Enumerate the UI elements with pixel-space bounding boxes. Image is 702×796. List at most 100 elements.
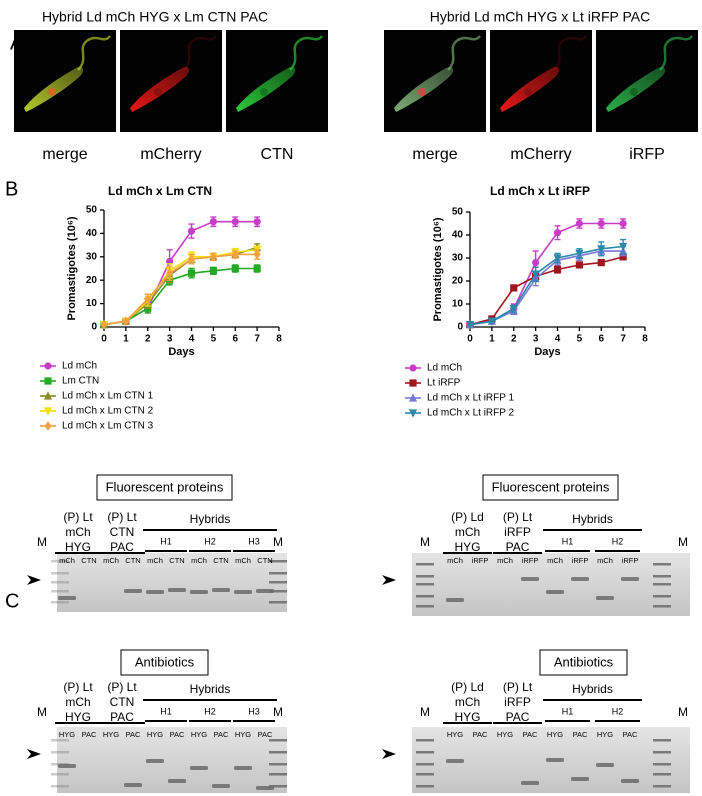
ladder-band <box>653 739 671 742</box>
ladder-band <box>51 590 69 593</box>
legend-marker <box>44 362 52 370</box>
hybrids-label: Hybrids <box>190 682 231 696</box>
gel-band <box>446 759 464 763</box>
data-point <box>553 265 562 274</box>
lane-label: HYG <box>547 730 563 739</box>
legend-label: Ld mCh <box>427 363 462 374</box>
x-tick-label: 7 <box>254 334 260 345</box>
parent-label: HYG <box>454 710 480 724</box>
legend-label: Ld mCh x Lt iRFP 1 <box>427 393 515 404</box>
gel-band <box>571 777 589 781</box>
arrowhead <box>27 575 41 585</box>
ladder-band <box>269 739 287 742</box>
data-point <box>144 294 152 304</box>
flagellum <box>183 35 217 71</box>
x-axis-label: Days <box>168 346 194 358</box>
lane-label: CTN <box>169 556 184 565</box>
ladder-band <box>51 773 69 776</box>
legend-marker <box>44 377 52 385</box>
hybrid-label: H2 <box>612 536 624 546</box>
data-point <box>166 268 174 278</box>
ladder-band <box>653 773 671 776</box>
ladder-band <box>416 583 434 586</box>
legend-label: Ld mCh x Lm CTN 3 <box>62 421 154 432</box>
lane-label: HYG <box>497 730 513 739</box>
hybrid-label: H3 <box>248 536 260 546</box>
data-point <box>553 229 562 237</box>
x-tick-label: 5 <box>577 334 583 345</box>
gel-title: Fluorescent proteins <box>106 479 224 494</box>
ladder-band <box>269 773 287 776</box>
x-tick-label: 3 <box>167 334 173 345</box>
image-caption: mCherry <box>510 146 571 163</box>
ladder-band <box>416 773 434 776</box>
parent-label: (P) Lt <box>503 510 533 524</box>
series-line <box>103 253 258 326</box>
ladder-band <box>653 785 671 788</box>
parent-label: mCh <box>455 695 480 709</box>
data-point <box>122 316 130 326</box>
gel-band <box>234 766 252 770</box>
data-point <box>619 219 627 228</box>
hybrid-label: H2 <box>612 706 624 716</box>
lane-label: iRFP <box>522 556 539 565</box>
nucleus <box>630 88 638 96</box>
arrowhead <box>382 749 396 759</box>
x-tick-label: 4 <box>555 334 561 345</box>
gel-image <box>412 553 690 616</box>
x-tick-label: 1 <box>489 334 495 345</box>
gel-band <box>190 766 208 770</box>
data-point <box>253 218 261 226</box>
legend-marker <box>408 409 418 418</box>
parent-label: PAC <box>110 710 134 724</box>
data-point <box>575 219 583 228</box>
series-line <box>103 248 258 326</box>
gel-band <box>571 577 589 581</box>
x-tick-label: 0 <box>467 334 473 345</box>
data-point <box>465 321 475 330</box>
parent-label: (P) Lt <box>503 680 533 694</box>
legend-label: Ld mCh x Lm CTN 2 <box>62 406 154 417</box>
ladder-band <box>416 763 434 766</box>
data-point <box>231 249 239 260</box>
nucleus <box>418 88 426 96</box>
ladder-band <box>416 605 434 608</box>
parent-label: CTN <box>110 525 135 539</box>
lane-label: mCh <box>103 556 119 565</box>
marker-label: M <box>420 705 430 719</box>
gel-band <box>621 779 639 783</box>
title-box <box>539 649 628 676</box>
hybrid-label: H2 <box>204 706 216 716</box>
ladder-band <box>51 601 69 604</box>
gel-title: Fluorescent proteins <box>492 479 610 494</box>
arrowhead <box>382 575 396 585</box>
parent-label: mCh <box>65 525 90 539</box>
parent-label: PAC <box>506 710 530 724</box>
data-point <box>487 317 496 326</box>
x-tick-label: 6 <box>232 334 238 345</box>
gel-band <box>168 588 186 592</box>
hybrid-label: H1 <box>562 536 574 546</box>
gel-band <box>124 783 142 787</box>
ladder-band <box>269 560 287 563</box>
hybrid-label: H1 <box>562 706 574 716</box>
data-point <box>575 261 583 269</box>
chart-title: Ld mCh x Lm CTN <box>108 184 212 198</box>
data-point <box>231 218 239 226</box>
lane-label: PAC <box>126 730 141 739</box>
data-point <box>575 249 584 258</box>
nucleus <box>260 88 268 96</box>
y-tick-label: 10 <box>452 299 464 310</box>
lane-label: mCh <box>59 556 75 565</box>
gel-band <box>446 598 464 602</box>
lane-label: CTN <box>125 556 140 565</box>
nucleus <box>524 88 532 96</box>
y-tick-label: 50 <box>452 207 464 218</box>
flagellum <box>77 35 111 71</box>
title-box <box>120 649 209 676</box>
lane-label: CTN <box>213 556 228 565</box>
ladder-band <box>51 751 69 754</box>
gel-band <box>124 589 142 593</box>
data-point <box>509 305 518 314</box>
gel-band <box>58 764 76 768</box>
